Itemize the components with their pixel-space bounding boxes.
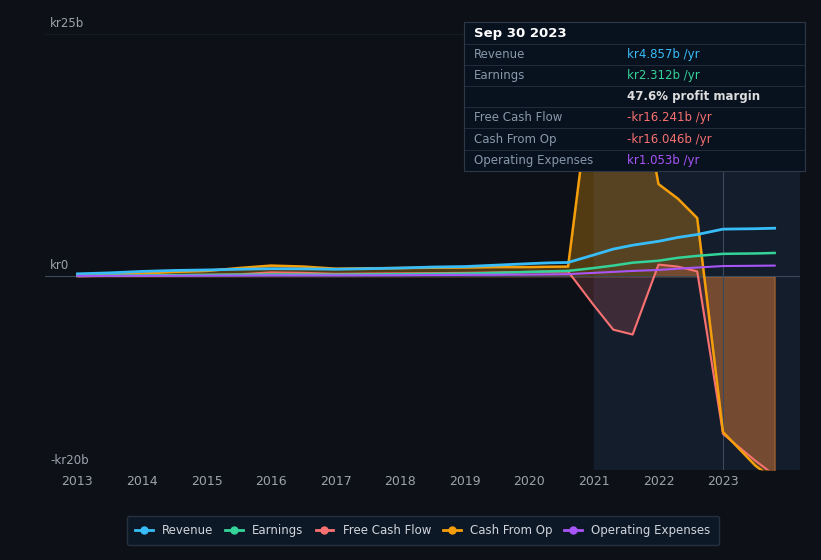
Text: -kr20b: -kr20b bbox=[50, 454, 89, 466]
Text: Sep 30 2023: Sep 30 2023 bbox=[474, 26, 566, 40]
Text: kr4.857b /yr: kr4.857b /yr bbox=[627, 48, 700, 60]
Text: kr0: kr0 bbox=[50, 259, 70, 272]
Legend: Revenue, Earnings, Free Cash Flow, Cash From Op, Operating Expenses: Revenue, Earnings, Free Cash Flow, Cash … bbox=[126, 516, 719, 545]
Bar bbox=[594, 34, 800, 470]
Text: -kr16.046b /yr: -kr16.046b /yr bbox=[627, 133, 712, 146]
Text: -kr16.241b /yr: -kr16.241b /yr bbox=[627, 111, 712, 124]
Text: Cash From Op: Cash From Op bbox=[474, 133, 557, 146]
Text: kr25b: kr25b bbox=[50, 17, 85, 30]
Text: Earnings: Earnings bbox=[474, 69, 525, 82]
Text: kr1.053b /yr: kr1.053b /yr bbox=[627, 153, 700, 167]
Text: Revenue: Revenue bbox=[474, 48, 525, 60]
Text: 47.6% profit margin: 47.6% profit margin bbox=[627, 90, 760, 103]
Text: kr2.312b /yr: kr2.312b /yr bbox=[627, 69, 700, 82]
Text: Operating Expenses: Operating Expenses bbox=[474, 153, 594, 167]
Text: Free Cash Flow: Free Cash Flow bbox=[474, 111, 562, 124]
